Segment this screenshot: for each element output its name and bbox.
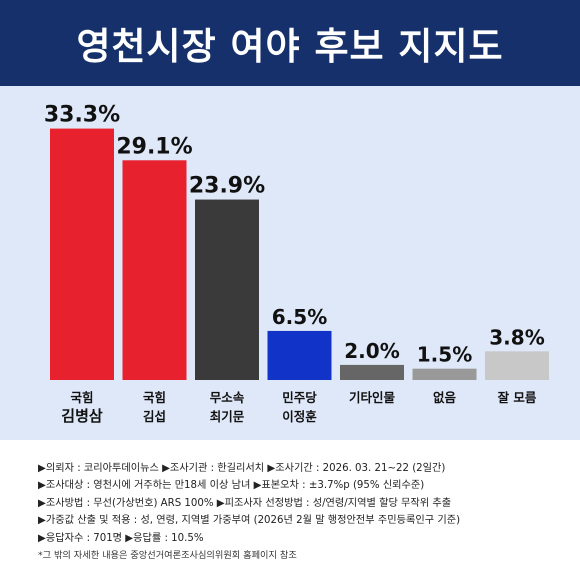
category-label: 김섭 (143, 409, 166, 424)
bar (485, 351, 549, 380)
note-line: ▶응답자수 : 701명 ▶응답률 : 10.5% (38, 532, 204, 544)
notes-list: ▶의뢰자 : 코리아투데이뉴스 ▶조사기관 : 한길리서치 ▶조사기간 : 20… (38, 460, 460, 564)
header-banner: 영천시장 여야 후보 지지도 (0, 0, 580, 86)
data-label: 33.3% (44, 103, 120, 128)
bar (412, 368, 477, 380)
survey-notes: ▶의뢰자 : 코리아투데이뉴스 ▶조사기관 : 한길리서치 ▶조사기간 : 20… (0, 440, 580, 580)
bar (50, 128, 114, 380)
category-label: 국힘 (70, 390, 93, 405)
category-label: 기타인물 (349, 390, 396, 405)
category-label: 이정훈 (282, 409, 317, 424)
note-line: ▶조사방법 : 무선(가상번호) ARS 100% ▶피조사자 선정방법 : 성… (38, 497, 452, 509)
bar (267, 330, 332, 380)
category-label: 없음 (433, 390, 457, 405)
category-label: 무소속 (210, 390, 245, 405)
bar (122, 160, 187, 380)
data-label: 1.5% (417, 343, 472, 367)
note-line: ▶조사대상 : 영천시에 거주하는 만18세 이상 남녀 ▶표본오차 : ±3.… (38, 480, 425, 492)
data-label: 23.9% (189, 174, 265, 199)
note-line: ▶가중값 산출 및 적용 : 성, 연령, 지역별 가중부여 (2026년 2월… (38, 515, 461, 527)
data-label: 29.1% (116, 134, 192, 159)
data-label: 6.5% (272, 305, 327, 329)
data-label: 2.0% (344, 339, 399, 363)
bar (340, 364, 404, 380)
bar (195, 199, 259, 380)
data-label: 3.8% (489, 325, 544, 349)
page-title: 영천시장 여야 후보 지지도 (76, 25, 504, 68)
category-label: 최기문 (210, 409, 245, 424)
category-label: 잘 모름 (498, 390, 537, 405)
category-label: 민주당 (282, 390, 317, 405)
category-label: 국힘 (143, 390, 166, 405)
note-line: ▶의뢰자 : 코리아투데이뉴스 ▶조사기관 : 한길리서치 ▶조사기간 : 20… (38, 463, 446, 474)
category-label: 김병삼 (61, 407, 103, 425)
footnote: *그 밖의 자세한 내용은 중앙선거여론조사심의위원회 홈페이지 참조 (38, 550, 297, 562)
